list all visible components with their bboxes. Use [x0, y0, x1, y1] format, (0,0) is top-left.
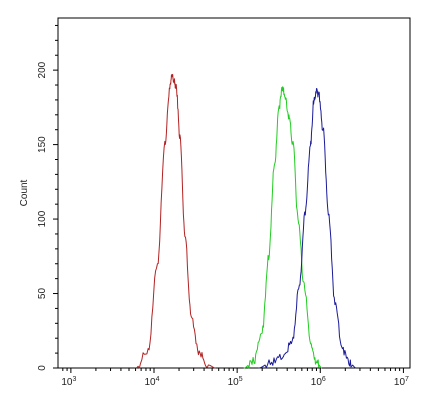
- x-tick-base: 10: [311, 377, 323, 388]
- x-tick-exponent: 4: [156, 376, 160, 383]
- histogram-series-2: [243, 86, 323, 369]
- x-tick-base: 10: [61, 377, 73, 388]
- x-tick-exponent: 7: [405, 376, 409, 383]
- histogram-series-3: [258, 87, 357, 369]
- y-axis-ticks: 0 50 100 150 200: [37, 24, 58, 371]
- y-tick-label: 0: [37, 365, 48, 371]
- x-tick-base: 10: [228, 377, 240, 388]
- x-tick-label: 104: [144, 376, 159, 388]
- x-tick-label: 103: [61, 376, 76, 388]
- x-tick-exponent: 3: [72, 376, 76, 383]
- y-tick-label: 150: [37, 136, 48, 153]
- x-tick-exponent: 5: [239, 376, 243, 383]
- x-axis-ticks: 103 104 105 106 107: [61, 368, 409, 388]
- x-tick-label: 106: [311, 376, 326, 388]
- y-tick-label: 100: [37, 210, 48, 227]
- y-tick-label: 50: [37, 288, 48, 300]
- x-tick-exponent: 6: [322, 376, 326, 383]
- y-axis-label: Count: [19, 179, 30, 206]
- x-tick-base: 10: [394, 377, 406, 388]
- x-tick-label: 107: [394, 376, 409, 388]
- x-tick-base: 10: [144, 377, 156, 388]
- histogram-series-1: [135, 73, 216, 369]
- plot-frame: [57, 17, 411, 369]
- series-layer: [135, 73, 357, 369]
- y-tick-label: 200: [37, 61, 48, 78]
- x-tick-label: 105: [228, 376, 243, 388]
